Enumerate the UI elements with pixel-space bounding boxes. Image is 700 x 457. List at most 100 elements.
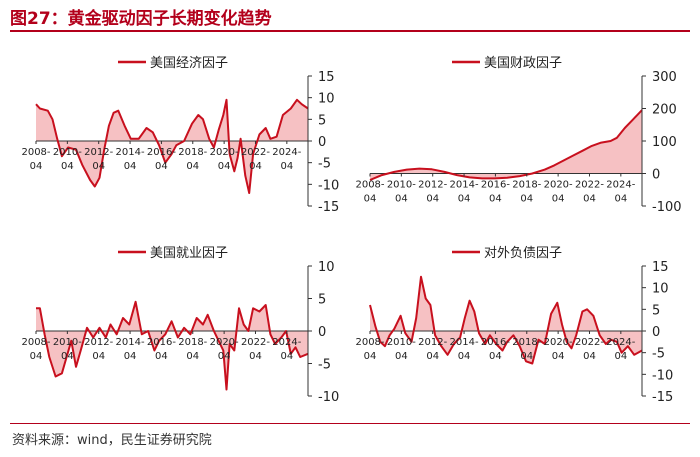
x-tick-label: 04 bbox=[61, 351, 74, 362]
x-tick-label: 2022- bbox=[241, 147, 270, 158]
x-tick-label: 04 bbox=[395, 351, 408, 362]
y-tick-label: -10 bbox=[318, 390, 339, 405]
x-tick-label: 04 bbox=[61, 161, 74, 172]
x-tick-label: 2012- bbox=[418, 180, 447, 191]
y-tick-label: 5 bbox=[318, 113, 326, 128]
x-tick-label: 2022- bbox=[575, 180, 604, 191]
chart-us-economy-svg: 美国经济因子 15 10 5 0 -5 -10 -15 2008- 04 2010- 04 2012- 0… bbox=[21, 56, 339, 215]
figure-title: 图27：黄金驱动因子长期变化趋势 bbox=[10, 9, 272, 29]
x-tick-label: 2020- bbox=[544, 337, 573, 348]
y-tick-label: 0 bbox=[652, 168, 660, 183]
x-tick-label: 04 bbox=[30, 161, 43, 172]
legend-label: 美国就业因子 bbox=[150, 246, 228, 261]
series-line bbox=[369, 275, 643, 365]
legend: 美国经济因子 bbox=[118, 56, 228, 71]
chart-us-fiscal-svg: 美国财政因子 300 200 100 0 -100 2008- 04 2010- 04 2012- 0… bbox=[355, 56, 682, 215]
chart-us-employment-svg: 美国就业因子 10 5 0 -5 -10 2008- 04 2010- 04 2012- 04 2014… bbox=[21, 246, 339, 405]
y-tick-label: -15 bbox=[652, 390, 673, 405]
y-tick-label: -5 bbox=[652, 347, 665, 362]
legend-label: 美国财政因子 bbox=[484, 56, 562, 71]
chart-us-fiscal: 美国财政因子 300 200 100 0 -100 2008- 04 2010- 04 2012- 0… bbox=[355, 48, 682, 222]
x-tick-label: 2018- bbox=[178, 337, 207, 348]
x-tick-label: 2008- bbox=[355, 180, 384, 191]
x-tick-label: 04 bbox=[489, 351, 502, 362]
y-tick-label: 100 bbox=[652, 135, 677, 150]
x-tick-label: 04 bbox=[614, 351, 627, 362]
x-tick-label: 04 bbox=[280, 161, 293, 172]
x-tick-label: 2020- bbox=[210, 147, 239, 158]
y-tick-label: 5 bbox=[652, 303, 660, 318]
x-tick-label: 04 bbox=[520, 351, 533, 362]
x-tick-label: 2020- bbox=[210, 337, 239, 348]
y-tick-label: 10 bbox=[652, 282, 669, 297]
x-tick-label: 04 bbox=[552, 194, 565, 205]
x-tick-label: 2008- bbox=[21, 147, 50, 158]
x-tick-label: 2012- bbox=[84, 147, 113, 158]
y-tick-label: 15 bbox=[318, 70, 335, 85]
y-tick-label: 0 bbox=[652, 325, 660, 340]
x-tick-label: 04 bbox=[92, 161, 105, 172]
series-area bbox=[36, 99, 308, 193]
x-tick-label: 04 bbox=[280, 351, 293, 362]
x-tick-label: 2018- bbox=[178, 147, 207, 158]
title-rule bbox=[10, 30, 690, 32]
y-tick-label: 0 bbox=[318, 135, 326, 150]
y-tick-label: 10 bbox=[318, 260, 335, 275]
x-tick-label: 2008- bbox=[355, 337, 384, 348]
x-tick-label: 04 bbox=[155, 161, 168, 172]
x-tick-label: 2024- bbox=[606, 180, 635, 191]
x-tick-label: 2012- bbox=[84, 337, 113, 348]
x-tick-label: 04 bbox=[218, 351, 231, 362]
x-tick-label: 04 bbox=[186, 161, 199, 172]
x-tick-label: 04 bbox=[395, 194, 408, 205]
chart-external-liability-svg: 对外负债因子 15 10 5 0 -5 -10 -15 2008- 04 2010- 04 2012- 0… bbox=[355, 246, 673, 405]
series-area bbox=[370, 276, 642, 364]
x-tick-label: 2010- bbox=[53, 147, 82, 158]
series-area bbox=[36, 301, 308, 390]
y-tick-label: 0 bbox=[318, 325, 326, 340]
x-tick-label: 04 bbox=[426, 351, 439, 362]
x-tick-label: 04 bbox=[552, 351, 565, 362]
x-tick-label: 2022- bbox=[575, 337, 604, 348]
x-tick-label: 2010- bbox=[387, 337, 416, 348]
x-tick-label: 04 bbox=[30, 351, 43, 362]
x-tick-label: 04 bbox=[124, 161, 137, 172]
y-tick-label: 200 bbox=[652, 103, 677, 118]
x-tick-label: 04 bbox=[218, 161, 231, 172]
legend: 美国就业因子 bbox=[118, 246, 228, 261]
x-tick-label: 2014- bbox=[116, 147, 145, 158]
y-tick-label: 15 bbox=[652, 260, 669, 275]
x-tick-label: 2012- bbox=[418, 337, 447, 348]
x-tick-label: 04 bbox=[364, 194, 377, 205]
y-tick-label: 10 bbox=[318, 92, 335, 107]
legend: 美国财政因子 bbox=[452, 56, 562, 71]
legend-label: 美国经济因子 bbox=[150, 56, 228, 71]
x-tick-label: 2018- bbox=[512, 180, 541, 191]
y-tick-label: -10 bbox=[318, 178, 339, 193]
series-line bbox=[369, 109, 643, 181]
y-tick-label: -100 bbox=[652, 200, 682, 215]
y-tick-label: -10 bbox=[652, 368, 673, 383]
x-tick-label: 2024- bbox=[272, 147, 301, 158]
x-tick-label: 04 bbox=[249, 161, 262, 172]
x-tick-label: 2024- bbox=[272, 337, 301, 348]
x-tick-label: 2010- bbox=[53, 337, 82, 348]
series-area bbox=[370, 110, 642, 180]
source-note: 资料来源：wind，民生证券研究院 bbox=[12, 433, 212, 448]
x-tick-label: 2016- bbox=[147, 337, 176, 348]
x-tick-label: 2014- bbox=[116, 337, 145, 348]
x-tick-label: 2014- bbox=[450, 337, 479, 348]
chart-external-liability: 对外负债因子 15 10 5 0 -5 -10 -15 2008- 04 2010- 04 2012- 0… bbox=[355, 238, 682, 412]
x-tick-label: 04 bbox=[583, 194, 596, 205]
x-tick-label: 04 bbox=[426, 194, 439, 205]
x-tick-label: 2020- bbox=[544, 180, 573, 191]
y-tick-label: 300 bbox=[652, 70, 677, 85]
legend: 对外负债因子 bbox=[452, 246, 562, 261]
series-line bbox=[36, 300, 309, 391]
x-tick-label: 04 bbox=[458, 194, 471, 205]
x-tick-label: 2008- bbox=[21, 337, 50, 348]
x-tick-label: 04 bbox=[124, 351, 137, 362]
x-tick-label: 04 bbox=[520, 194, 533, 205]
x-tick-label: 2018- bbox=[512, 337, 541, 348]
y-tick-label: -5 bbox=[318, 157, 331, 172]
